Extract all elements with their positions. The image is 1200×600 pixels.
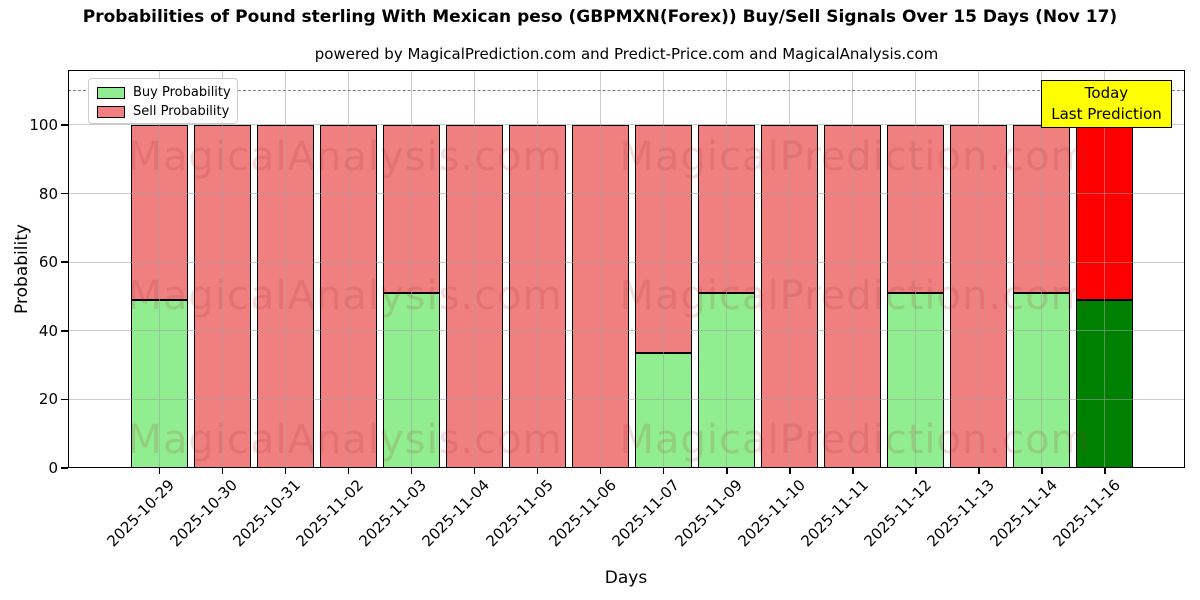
bar-buy-segment <box>131 299 188 468</box>
legend-item: Buy Probability <box>97 83 237 102</box>
bar-sell-segment <box>1013 124 1071 293</box>
y-tick-mark <box>61 124 68 126</box>
bar-sell-segment <box>1076 124 1134 300</box>
x-tick-mark <box>1104 468 1106 474</box>
bar-sell-segment <box>950 124 1008 468</box>
x-tick-mark <box>347 468 350 474</box>
x-tick-mark <box>852 468 854 474</box>
y-tick-mark <box>61 261 68 263</box>
y-tick-mark <box>61 467 68 469</box>
today-annotation-line1: Today <box>1084 84 1129 102</box>
bar-buy-segment <box>383 293 441 468</box>
x-tick-label: 2025-11-05 <box>482 476 557 551</box>
bar-sell-segment <box>572 124 630 468</box>
legend-label: Sell Probability <box>133 104 230 119</box>
x-tick-label: 2025-11-04 <box>419 476 494 551</box>
bar-sell-segment <box>257 124 315 468</box>
y-tick-label: 20 <box>38 390 58 409</box>
y-tick-label: 60 <box>38 253 58 272</box>
y-tick-mark <box>61 398 68 401</box>
x-tick-mark <box>1041 468 1043 474</box>
bar-buy-segment <box>1076 299 1134 468</box>
bar-sell-segment <box>635 124 693 354</box>
y-axis-label: Probability <box>12 224 32 314</box>
x-tick-label: 2025-11-14 <box>986 476 1061 551</box>
bar-buy-segment <box>698 293 756 468</box>
legend-swatch <box>97 86 125 99</box>
x-tick-mark <box>410 468 413 474</box>
x-tick-mark <box>662 468 665 474</box>
bar-sell-segment <box>131 124 188 300</box>
bar-buy-segment <box>887 293 945 468</box>
chart-title: Probabilities of Pound sterling With Mex… <box>82 7 1118 27</box>
y-tick-label: 80 <box>38 184 58 203</box>
x-tick-mark <box>599 468 602 474</box>
x-tick-label: 2025-11-16 <box>1049 476 1124 551</box>
chart-subtitle: powered by MagicalPrediction.com and Pre… <box>314 45 939 63</box>
today-annotation: Today Last Prediction <box>1041 80 1172 128</box>
bar-sell-segment <box>194 124 252 468</box>
bar-sell-segment <box>446 124 504 468</box>
y-tick-mark <box>61 330 68 332</box>
bar-buy-segment <box>1013 293 1071 468</box>
x-tick-mark <box>726 468 728 474</box>
bar-sell-segment <box>761 124 819 468</box>
today-annotation-line2: Last Prediction <box>1051 105 1162 123</box>
x-tick-label: 2025-10-30 <box>166 476 242 551</box>
legend-item: Sell Probability <box>97 102 237 121</box>
legend: Buy Probability Sell Probability <box>88 78 238 124</box>
x-tick-mark <box>789 468 791 474</box>
x-tick-mark <box>158 468 161 474</box>
bar-sell-segment <box>887 124 945 293</box>
legend-label: Buy Probability <box>133 85 231 100</box>
x-axis-label: Days <box>604 568 648 588</box>
bar-sell-segment <box>509 124 567 468</box>
x-tick-mark <box>284 468 287 474</box>
bar-sell-segment <box>320 124 378 468</box>
x-tick-label: 2025-11-13 <box>923 476 998 551</box>
bar-sell-segment <box>383 124 441 293</box>
x-tick-label: 2025-11-11 <box>797 476 872 551</box>
bar-sell-segment <box>824 124 882 468</box>
x-tick-mark <box>536 468 539 474</box>
bar-buy-segment <box>635 353 693 468</box>
x-tick-label: 2025-10-29 <box>103 476 179 551</box>
plot-area: Buy Probability Sell Probability Today La… <box>68 70 1185 474</box>
x-tick-mark <box>915 468 917 474</box>
x-tick-mark <box>978 468 980 474</box>
x-tick-mark <box>221 468 224 474</box>
y-tick-label: 100 <box>29 115 58 134</box>
y-tick-label: 40 <box>38 321 58 340</box>
x-tick-label: 2025-11-12 <box>860 476 935 551</box>
y-tick-label: 0 <box>48 459 58 477</box>
x-tick-mark <box>473 468 476 474</box>
bar-sell-segment <box>698 124 756 293</box>
legend-swatch <box>97 105 125 118</box>
y-tick-mark <box>61 192 68 195</box>
